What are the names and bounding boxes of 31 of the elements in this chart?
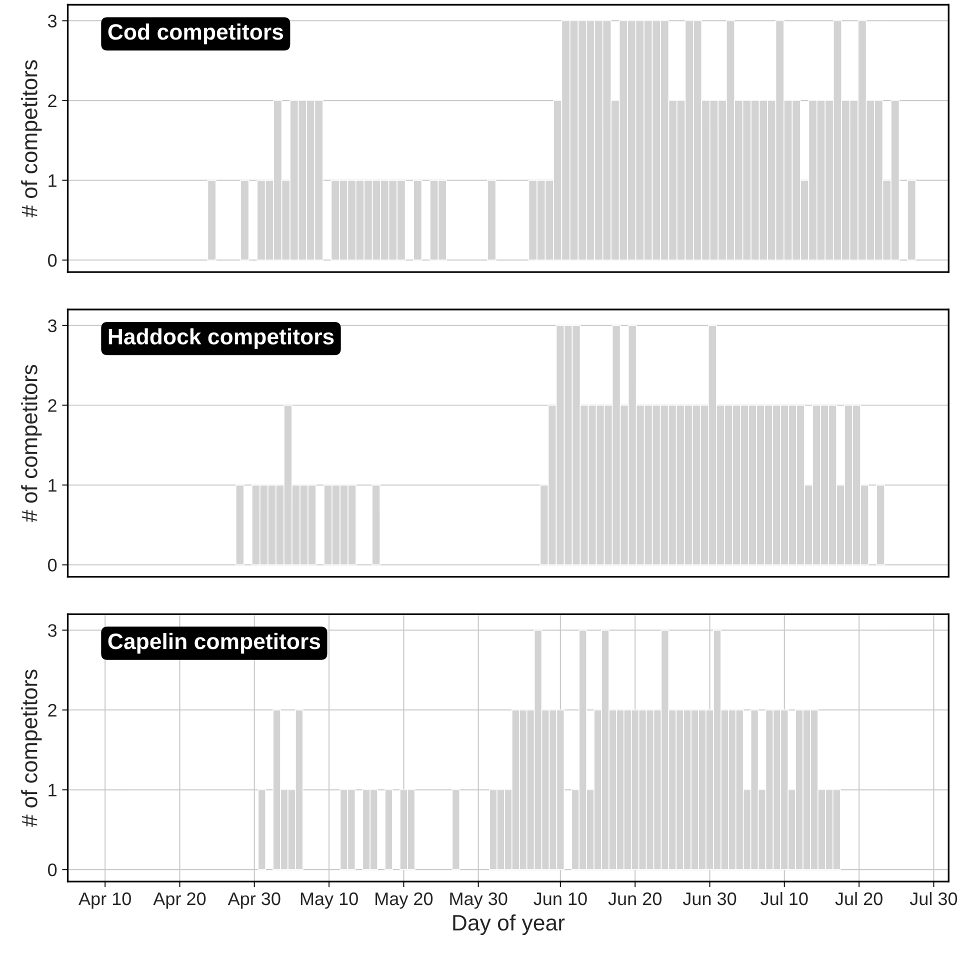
y-tick-label: 0: [48, 558, 57, 572]
x-tick-label: Apr 10: [78, 892, 131, 909]
x-tick-label: Jun 20: [608, 892, 662, 906]
y-tick-label: 2: [48, 399, 56, 412]
y-tick-label: 1: [48, 784, 56, 796]
y-tick-label: 2: [48, 94, 56, 108]
y-tick-label: 1: [48, 174, 56, 187]
x-tick-label: May 10: [300, 892, 358, 909]
x-tick-label: Jun 10: [534, 892, 587, 906]
y-tick-label: 0: [48, 863, 57, 876]
y-tick-label: 3: [48, 624, 57, 637]
y-tick-label: 3: [48, 319, 57, 332]
x-tick-label: Apr 30: [228, 892, 280, 909]
text: Cod competitors: [108, 23, 284, 44]
y-tick-label: 0: [48, 254, 57, 267]
text: Capelin competitors: [108, 632, 320, 654]
x-tick-label: Jul 20: [835, 892, 882, 906]
y-tick-label: 1: [48, 479, 56, 492]
x-tick-label: May 20: [376, 892, 433, 909]
x-tick-label: Jul 10: [760, 892, 808, 906]
x-axis-title: Day of year: [453, 914, 565, 936]
y-axis-title: # of competitors: [21, 364, 42, 522]
x-tick-label: Apr 20: [153, 892, 206, 909]
y-tick-label: 3: [48, 14, 57, 28]
x-tick-label: Jul 30: [910, 892, 958, 906]
x-tick-label: May 30: [450, 892, 508, 909]
y-axis-title: # of competitors: [21, 60, 42, 218]
text: Haddock competitors: [108, 328, 334, 349]
y-axis-title: # of competitors: [21, 670, 42, 827]
y-tick-label: 2: [48, 704, 56, 717]
x-tick-label: Jun 30: [682, 892, 736, 906]
